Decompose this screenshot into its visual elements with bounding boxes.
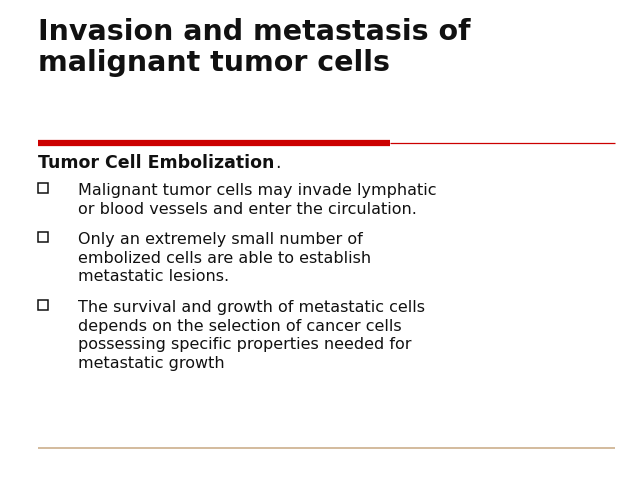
- Bar: [38, 183, 48, 193]
- Text: Invasion and metastasis of
malignant tumor cells: Invasion and metastasis of malignant tum…: [38, 18, 470, 77]
- Text: Malignant tumor cells may invade lymphatic
or blood vessels and enter the circul: Malignant tumor cells may invade lymphat…: [78, 183, 436, 216]
- Text: .: .: [275, 154, 281, 172]
- Bar: [38, 300, 48, 310]
- Text: Tumor Cell Embolization: Tumor Cell Embolization: [38, 154, 275, 172]
- Bar: [38, 232, 48, 242]
- Text: The survival and growth of metastatic cells
depends on the selection of cancer c: The survival and growth of metastatic ce…: [78, 300, 425, 371]
- Text: Only an extremely small number of
embolized cells are able to establish
metastat: Only an extremely small number of emboli…: [78, 232, 371, 284]
